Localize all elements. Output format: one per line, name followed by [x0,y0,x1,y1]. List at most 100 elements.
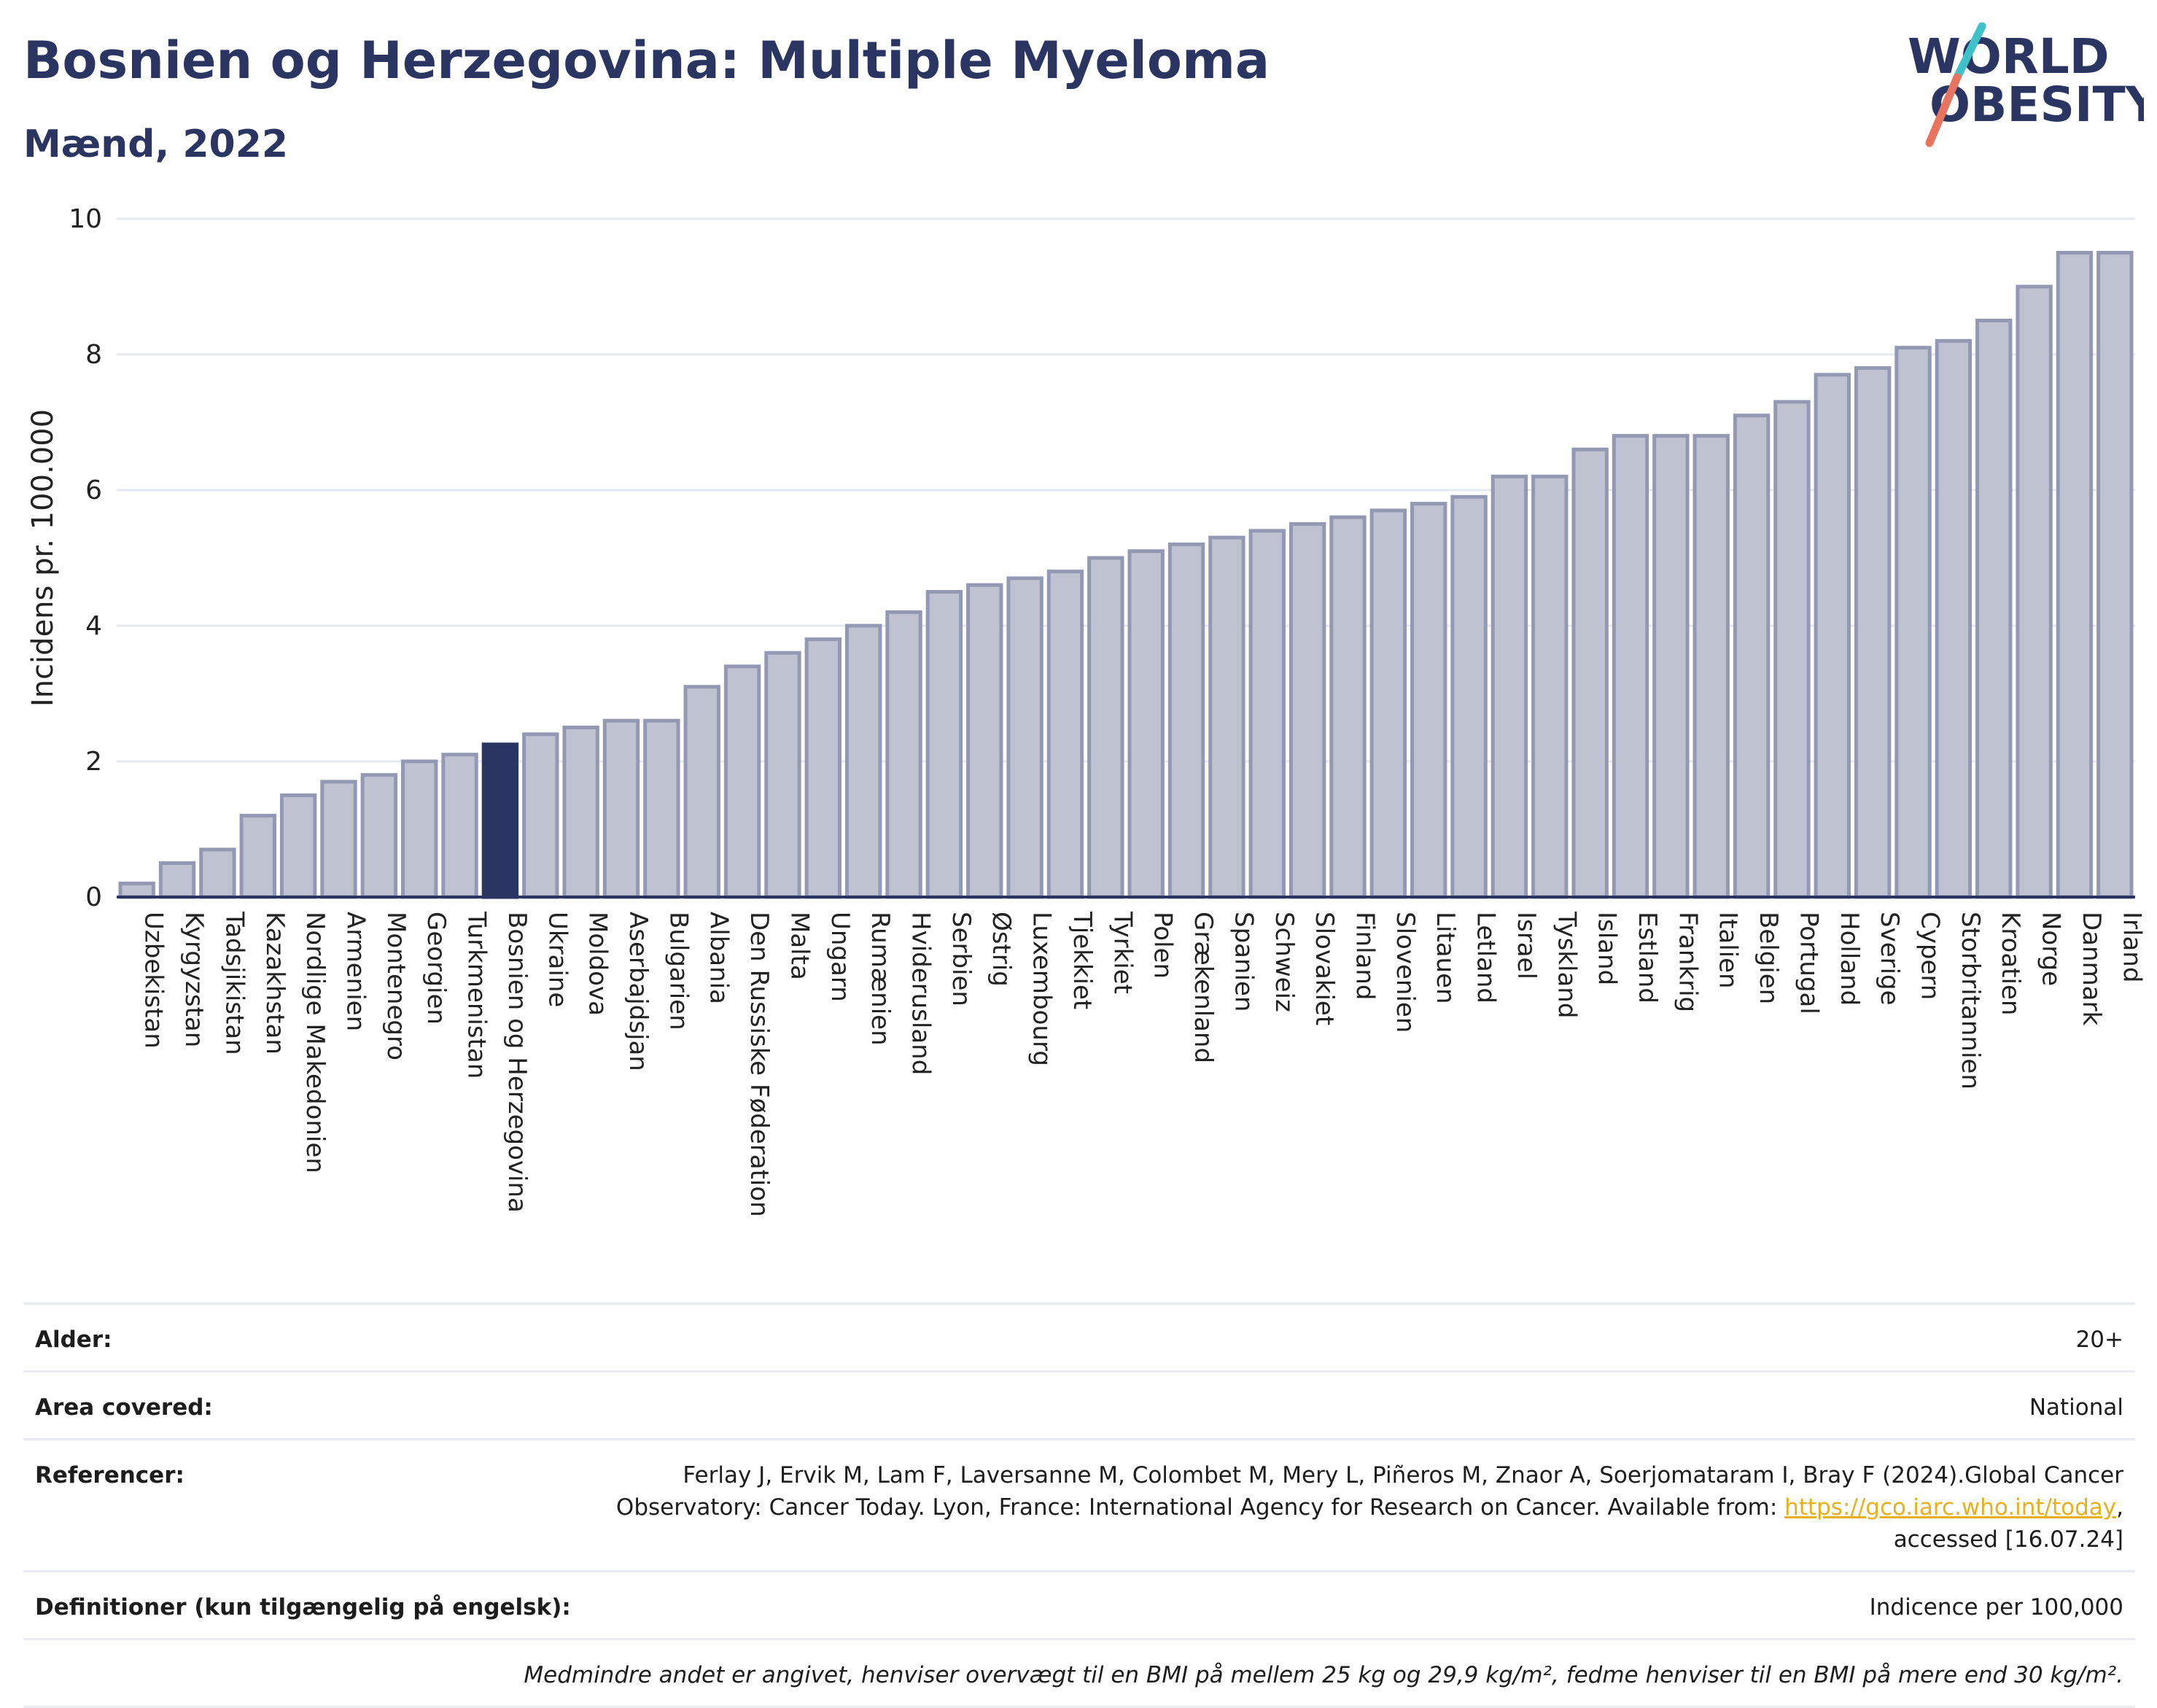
y-tick-label: 2 [85,747,102,777]
x-tick-label: Danmark [2077,912,2106,1025]
bar-luxembourg [1006,576,1043,899]
y-tick-label: 8 [85,340,102,370]
x-tick-label: Kroatien [1996,912,2025,1015]
x-tick-label: Den Russiske Føderation [745,912,774,1217]
page-title: Bosnien og Herzegovina: Multiple Myeloma [23,31,1270,90]
reference-text-3: , [2116,1494,2123,1521]
age-value: 20+ [2075,1327,2123,1353]
bar-moldova [562,726,599,899]
bar-nordlige-makedonien [279,793,317,899]
x-tick-label: Irland [2117,912,2146,982]
x-tick-label: Turkmenistan [462,911,491,1079]
x-tick-label: Tjekkiet [1068,911,1097,1009]
y-tick-label: 0 [85,882,102,912]
bar-rumænien [844,624,882,899]
x-tick-label: Tyrkiet [1108,911,1137,994]
bar-litauen [1410,502,1447,899]
x-tick-label: Polen [1149,912,1178,979]
meta-row-area: Area covered: National [23,1370,2135,1438]
x-tick-label: Grækenland [1189,912,1218,1063]
x-tick-label: Storbritannien [1956,912,1985,1090]
x-tick-label: Nordlige Makedonien [300,912,330,1173]
bar-turkmenistan [441,753,478,899]
y-axis-label: Incidens pr. 100.000 [26,409,60,707]
x-tick-label: Belgien [1754,912,1783,1004]
bar-italien [1692,434,1730,899]
x-tick-label: Albania [704,912,734,1004]
definitions-label: Definitioner (kun tilgængelig på engelsk… [35,1594,571,1620]
x-tick-label: Kazakhstan [260,912,289,1055]
x-tick-label: Bulgarien [664,912,693,1030]
bar-tyskland [1531,474,1569,899]
x-tick-label: Hviderusland [906,912,936,1075]
x-tick-label: Litauen [1431,912,1460,1004]
bar-letland [1450,494,1488,899]
bar-holland [1814,373,1851,899]
bar-ukraine [522,732,559,899]
x-tick-label: Cypern [1916,912,1945,1000]
bar-georgien [401,759,438,899]
age-label: Alder: [35,1327,112,1353]
bar-kyrgyzstan [158,861,196,899]
x-tick-label: Østrig [987,912,1016,987]
x-tick-label: Slovakiet [1310,912,1339,1025]
bar-malta [764,651,801,899]
x-tick-label: Aserbajdsjan [623,912,653,1071]
x-tick-label: Israel [1512,912,1541,979]
bar-sverige [1854,366,1892,899]
bar-cypern [1894,346,1932,899]
area-label: Area covered: [35,1394,213,1421]
x-tick-label: Armenien [341,912,370,1031]
x-tick-label: Island [1593,912,1622,985]
bar-tjekkiet [1046,570,1084,899]
x-tick-label: Malta [785,912,814,980]
x-tick-label: Tadsjikistan [219,911,249,1055]
bar-frankrig [1652,434,1690,899]
area-value: National [2029,1394,2123,1421]
bar-grækenland [1167,542,1205,899]
x-tick-label: Slovenien [1391,912,1420,1033]
page-subtitle: Mænd, 2022 [23,123,289,166]
x-tick-label: Tyskland [1552,911,1581,1018]
x-tick-label: Portugal [1794,912,1823,1014]
x-tick-label: Serbien [947,912,976,1006]
bar-irland [2096,251,2134,899]
bar-bosnien-og-herzegovina [481,742,519,899]
bar-uzbekistan [118,881,155,899]
x-tick-label: Bosnien og Herzegovina [502,912,532,1213]
world-obesity-logo: WORLD OBESITY [1908,22,2144,147]
x-tick-label: Holland [1835,912,1864,1006]
logo-slash-teal [1953,22,1986,82]
x-tick-label: Estland [1633,912,1662,1004]
x-tick-label: Ungarn [825,912,855,1002]
x-tick-label: Ukraine [543,912,572,1007]
bar-slovenien [1369,508,1407,899]
bar-portugal [1773,400,1811,899]
bar-finland [1329,515,1367,899]
bar-danmark [2056,251,2094,899]
x-tick-label: Italien [1714,912,1743,989]
x-tick-label: Georgien [421,912,451,1025]
x-tick-label: Frankrig [1673,912,1702,1012]
x-tick-label: Letland [1472,912,1501,1004]
x-tick-label: Schweiz [1270,912,1299,1012]
meta-row-references: Referencer: Ferlay J, Ervik M, Lam F, La… [23,1438,2135,1570]
x-tick-label: Norge [2037,912,2066,986]
meta-row-age: Alder: 20+ [23,1303,2135,1370]
bar-hviderusland [885,610,922,899]
bar-israel [1491,474,1528,899]
x-tick-label: Rumænien [866,912,895,1046]
reference-text-4: accessed [16.07.24] [1893,1526,2123,1553]
reference-link[interactable]: https://gco.iarc.who.int/today [1784,1494,2117,1521]
bar-polen [1127,549,1165,899]
bar-østrig [966,583,1003,899]
bar-kazakhstan [239,813,276,899]
bar-estland [1612,434,1649,899]
meta-row-note: Medmindre andet er angivet, henviser ove… [23,1638,2135,1708]
bar-montenegro [360,773,398,899]
x-tick-label: Luxembourg [1027,912,1057,1066]
x-tick-label: Moldova [583,912,613,1016]
meta-row-definitions: Definitioner (kun tilgængelig på engelsk… [23,1570,2135,1638]
y-tick-label: 6 [85,475,102,505]
bar-armenien [320,780,357,899]
